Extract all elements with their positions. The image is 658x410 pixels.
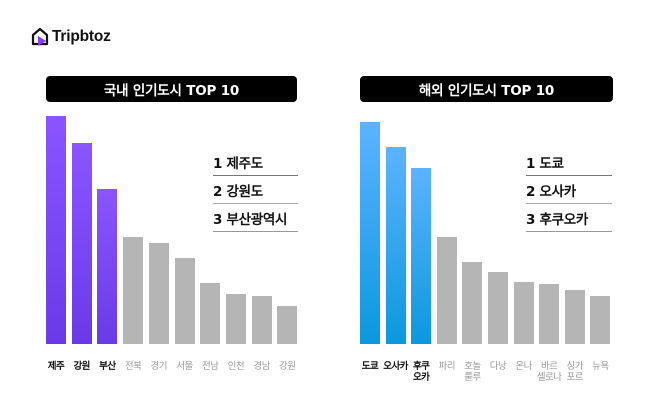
overseas-bar <box>590 296 611 344</box>
domestic-legend-item-1: 1 제주도 <box>213 150 298 176</box>
domestic-x-label: 전남 <box>201 361 219 372</box>
domestic-x-label: 경기 <box>150 361 168 372</box>
domestic-legend-item-2: 2 강원도 <box>213 178 298 204</box>
domestic-x-label: 경남 <box>253 361 270 372</box>
overseas-x-label: 바르 셀로나 <box>536 361 562 383</box>
overseas-chart-title: 해외 인기도시 TOP 10 <box>360 76 613 102</box>
domestic-bar <box>148 243 169 344</box>
domestic-bar <box>174 258 195 344</box>
domestic-bar <box>251 296 272 344</box>
overseas-bar <box>411 168 432 344</box>
domestic-bar <box>225 294 246 344</box>
domestic-x-label: 인천 <box>227 361 245 372</box>
house-play-icon <box>31 27 49 46</box>
domestic-chart-title: 국내 인기도시 TOP 10 <box>46 76 297 102</box>
overseas-x-label: 싱가 포르 <box>566 361 584 383</box>
overseas-x-label: 뉴욕 <box>592 361 609 372</box>
overseas-x-label: 다낭 <box>489 361 507 372</box>
overseas-bar <box>360 122 380 344</box>
domestic-x-label: 전북 <box>124 361 142 372</box>
overseas-x-label: 파리 <box>438 361 456 372</box>
domestic-bar <box>277 306 298 344</box>
domestic-bar <box>46 116 66 344</box>
domestic-legend-item-3: 3 부산광역시 <box>213 206 298 232</box>
overseas-bar <box>564 290 585 344</box>
domestic-bar <box>71 143 92 344</box>
domestic-bar <box>97 189 118 344</box>
overseas-legend-item-3: 3 후쿠오카 <box>526 206 612 232</box>
domestic-bar <box>200 283 221 344</box>
overseas-x-label: 온나 <box>515 361 532 372</box>
overseas-bar <box>436 237 457 344</box>
overseas-x-label: 오사카 <box>383 361 408 372</box>
overseas-bar <box>488 272 508 344</box>
domestic-x-label: 강원 <box>73 361 90 372</box>
brand-logo: Tripbtoz <box>31 27 111 47</box>
domestic-x-label: 서울 <box>176 361 193 372</box>
overseas-x-label: 도쿄 <box>361 361 379 372</box>
overseas-x-label: 호놀 룰루 <box>464 361 481 383</box>
overseas-bar <box>513 282 534 344</box>
overseas-bar <box>539 284 560 344</box>
overseas-bar <box>462 262 483 344</box>
domestic-x-label: 제주 <box>47 361 65 372</box>
overseas-legend-item-2: 2 오사카 <box>526 178 612 204</box>
overseas-bar <box>385 147 406 344</box>
domestic-bar <box>123 237 144 344</box>
brand-name: Tripbtoz <box>52 28 111 45</box>
overseas-x-label: 후쿠 오카 <box>412 361 430 383</box>
overseas-legend-item-1: 1 도쿄 <box>526 150 612 176</box>
domestic-x-label: 부산 <box>99 361 116 372</box>
domestic-x-label: 강원 <box>279 361 296 372</box>
